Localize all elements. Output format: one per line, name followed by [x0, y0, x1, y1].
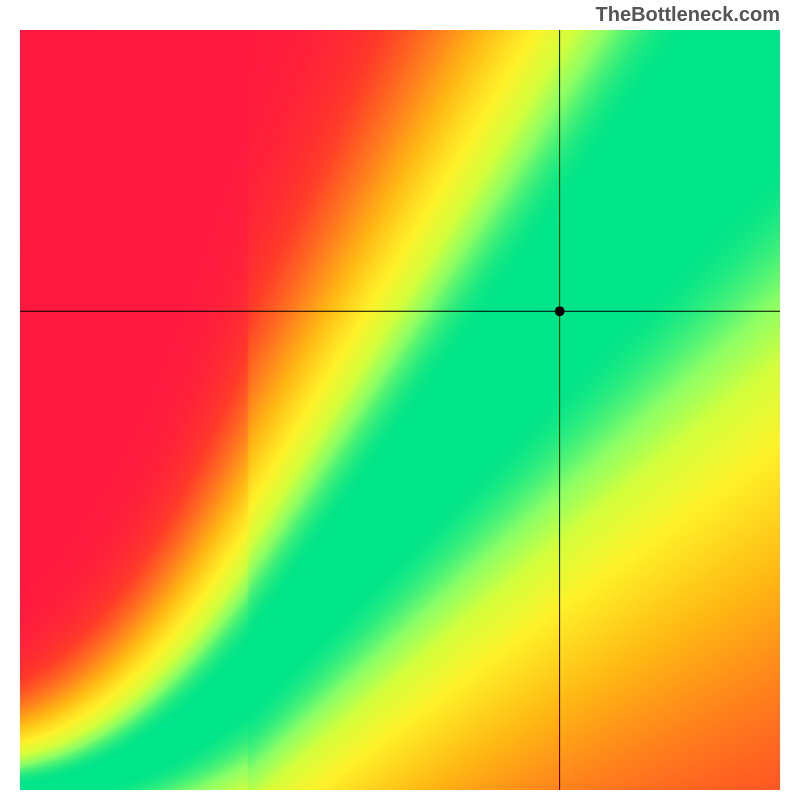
bottleneck-heatmap [20, 30, 780, 790]
watermark-text: TheBottleneck.com [596, 4, 780, 27]
heatmap-canvas [20, 30, 780, 790]
